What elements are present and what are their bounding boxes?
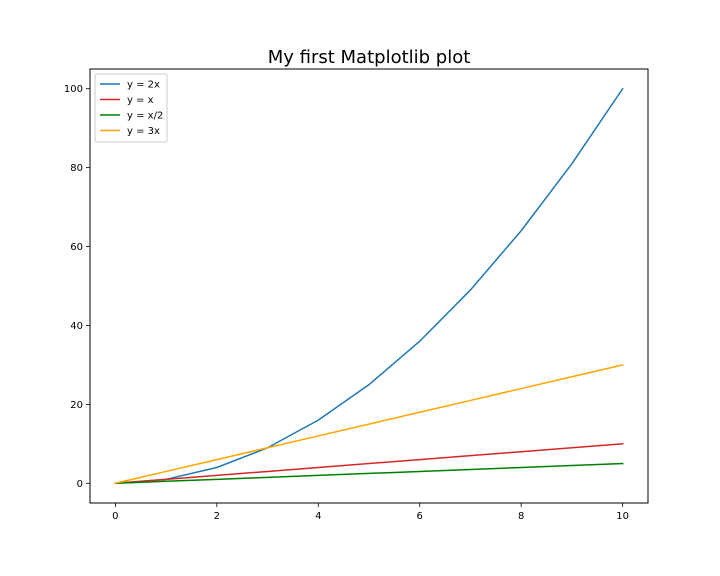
legend-label-3: y = 3x xyxy=(127,126,160,137)
x-tick-label: 10 xyxy=(616,511,629,522)
y-axis: 0 20 40 60 80 100 xyxy=(64,84,90,490)
legend-box xyxy=(94,73,168,143)
x-tick-label: 2 xyxy=(214,511,220,522)
y-tick-label: 40 xyxy=(70,321,83,332)
x-tick-label: 8 xyxy=(518,511,524,522)
y-tick-label: 100 xyxy=(64,84,83,95)
x-tick-label: 0 xyxy=(112,511,118,522)
plot-frame xyxy=(89,68,649,504)
legend-label-0: y = 2x xyxy=(127,80,160,91)
legend-label-2: y = x/2 xyxy=(127,111,163,122)
series-line-1 xyxy=(114,443,624,485)
chart-title: My first Matplotlib plot xyxy=(268,47,471,68)
y-tick-label: 60 xyxy=(70,242,83,253)
x-axis: 0 2 4 6 8 10 xyxy=(112,503,629,522)
x-tick-label: 6 xyxy=(417,511,423,522)
series-line-2 xyxy=(114,462,624,485)
series-line-3 xyxy=(114,364,624,485)
y-tick-label: 80 xyxy=(70,163,83,174)
legend: y = 2x y = x y = x/2 y = 3x xyxy=(94,73,168,143)
y-tick-label: 0 xyxy=(77,479,83,490)
legend-label-1: y = x xyxy=(127,95,154,106)
series-line-0 xyxy=(114,87,624,485)
plot-lines xyxy=(114,87,624,485)
y-tick-label: 20 xyxy=(70,400,83,411)
x-tick-label: 4 xyxy=(315,511,321,522)
